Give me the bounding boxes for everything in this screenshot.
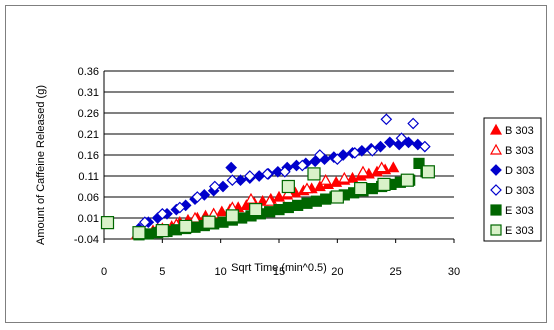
x-axis-label: Sqrt Time (min^0.5) xyxy=(231,262,327,274)
data-point xyxy=(293,200,303,210)
y-tick-label: 0.01 xyxy=(78,213,99,225)
data-point xyxy=(378,178,390,190)
data-point xyxy=(282,181,294,193)
y-tick-label: 0.36 xyxy=(78,66,99,78)
legend-marker xyxy=(491,205,501,215)
x-tick-label: 30 xyxy=(448,266,460,278)
data-point xyxy=(102,217,114,229)
data-point xyxy=(358,167,368,176)
data-point xyxy=(355,183,367,195)
data-point xyxy=(311,196,321,206)
x-tick-label: 20 xyxy=(331,266,343,278)
x-tick-label: 5 xyxy=(159,266,165,278)
y-tick-label: 0.26 xyxy=(78,108,99,120)
data-point xyxy=(321,194,331,204)
x-tick-label: 10 xyxy=(215,266,227,278)
data-point xyxy=(265,207,275,217)
data-point xyxy=(401,174,413,186)
y-axis-ticks: -0.04 0.01 0.06 0.11 0.16 0.21 0.26 0.31 0.36 xyxy=(74,66,99,246)
data-point xyxy=(250,204,262,216)
data-point xyxy=(203,216,215,228)
data-point xyxy=(274,205,284,215)
data-point xyxy=(388,163,398,172)
data-point xyxy=(408,119,418,129)
data-point xyxy=(385,137,395,147)
y-tick-label: -0.04 xyxy=(74,234,99,246)
legend-marker xyxy=(491,225,501,235)
data-point xyxy=(156,225,168,237)
data-point xyxy=(283,203,293,213)
data-point xyxy=(180,220,192,232)
data-point xyxy=(308,168,320,180)
data-point xyxy=(217,207,227,216)
data-point xyxy=(321,175,331,184)
y-tick-label: 0.31 xyxy=(78,87,99,99)
y-tick-label: 0.16 xyxy=(78,150,99,162)
y-axis-label: Amount of Caffeine Released (g) xyxy=(35,85,47,245)
x-tick-label: 25 xyxy=(390,266,402,278)
y-tick-label: 0.21 xyxy=(78,129,99,141)
legend-entry: E 303 xyxy=(505,205,534,217)
data-point xyxy=(226,210,238,222)
legend-entry: D 303 xyxy=(505,165,534,177)
data-point xyxy=(226,163,236,173)
data-point xyxy=(227,175,237,185)
data-point xyxy=(339,173,349,182)
data-point xyxy=(331,191,343,203)
data-points xyxy=(102,114,435,240)
legend: B 303 B 303 D 303 D 303 E 303 E 303 xyxy=(484,118,541,241)
data-point xyxy=(302,198,312,208)
data-point xyxy=(422,166,434,178)
legend-entry: B 303 xyxy=(505,145,534,157)
y-tick-label: 0.06 xyxy=(78,192,99,204)
data-point xyxy=(367,184,377,194)
data-point xyxy=(133,227,145,239)
legend-entry: D 303 xyxy=(505,185,534,197)
x-tick-label: 0 xyxy=(101,266,107,278)
legend-entry: B 303 xyxy=(505,125,534,137)
legend-entry: E 303 xyxy=(505,225,534,237)
data-point xyxy=(381,114,391,124)
y-tick-label: 0.11 xyxy=(78,171,99,183)
